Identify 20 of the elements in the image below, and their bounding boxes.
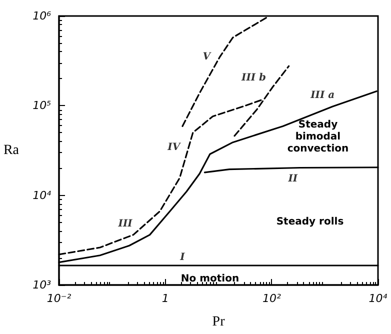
y-axis-title: Ra	[3, 143, 20, 158]
annotation: III a	[310, 90, 335, 101]
annotation: Steady rolls	[276, 216, 344, 228]
x-tick-label: 10⁴	[368, 292, 388, 305]
y-tick-label: 10⁶	[32, 10, 52, 22]
annotation: IV	[166, 142, 182, 154]
annotation: I	[179, 252, 186, 263]
x-axis-title: Pr	[212, 314, 226, 330]
annotation: II	[287, 173, 298, 184]
annotation: No motion	[180, 274, 240, 284]
annotation: V	[202, 52, 212, 63]
y-tick-label: 10⁵	[32, 99, 51, 112]
annotation: III	[117, 218, 133, 230]
y-tick-label: 10³	[32, 278, 52, 292]
annotation: Steady bimodal convection	[287, 120, 349, 154]
y-tick-label: 10⁴	[32, 188, 52, 202]
x-tick-label: 1	[162, 292, 169, 305]
annotation: III b	[240, 72, 266, 84]
x-tick-label: 10²	[262, 292, 282, 305]
x-tick-label: 10⁻²	[46, 292, 72, 305]
